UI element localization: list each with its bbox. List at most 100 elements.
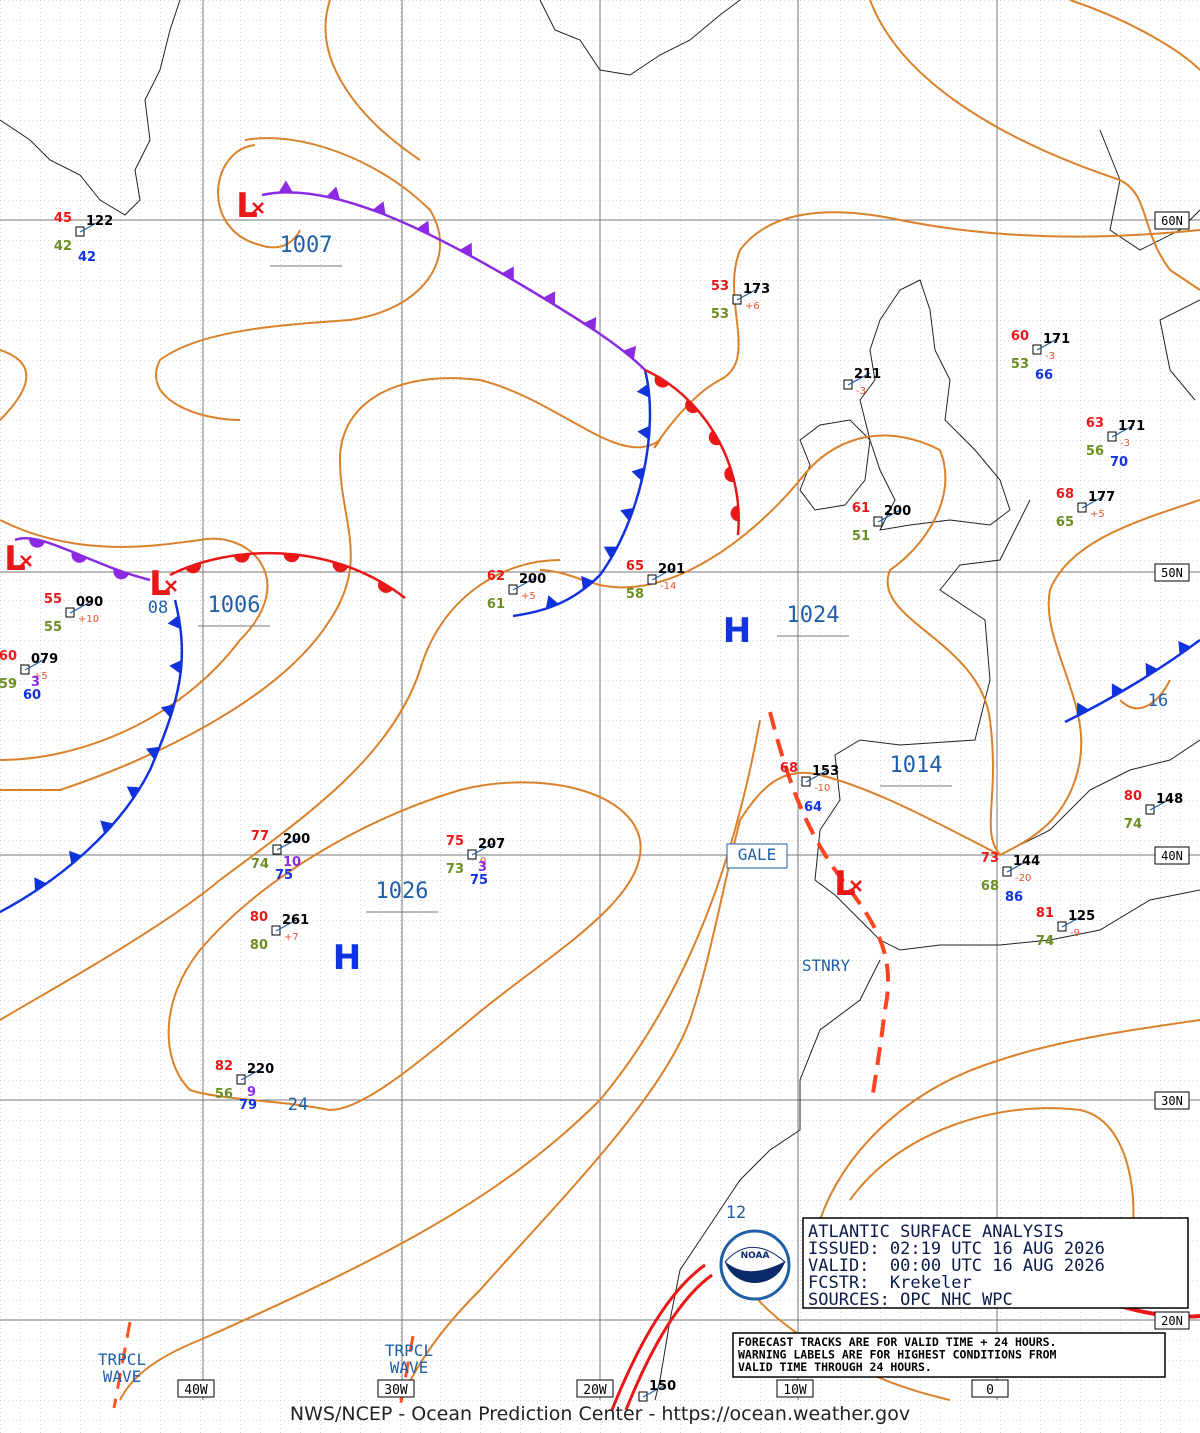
- note-line: FORECAST TRACKS ARE FOR VALID TIME + 24 …: [738, 1335, 1057, 1349]
- warm-front-bump: [724, 466, 735, 483]
- cold-front-barb: [623, 345, 637, 360]
- wind-barb: [1006, 859, 1030, 873]
- station-temp: 75: [446, 834, 464, 849]
- front-line: [261, 191, 646, 371]
- station-extra: 60: [23, 688, 41, 703]
- warm-front-bump: [71, 551, 87, 563]
- cold-front-barb: [34, 877, 47, 892]
- station-pressure: 220: [247, 1062, 274, 1077]
- station-dewpoint: 80: [250, 938, 268, 953]
- wind-barb: [240, 1067, 264, 1081]
- warm-front-bump: [233, 553, 250, 563]
- station-pressure: 207: [478, 837, 505, 852]
- wind-barb: [275, 918, 299, 932]
- wind-barb: [736, 287, 760, 301]
- station-dewpoint: 65: [1056, 515, 1074, 530]
- station-dewpoint: 74: [1124, 817, 1142, 832]
- station-tendency: -20: [1015, 873, 1031, 884]
- station-pressure: 148: [1156, 792, 1183, 807]
- station-extra: 3: [31, 675, 40, 690]
- warm-front-bump: [332, 561, 349, 573]
- station-temp: 68: [1056, 487, 1074, 502]
- cold-front-barb: [501, 266, 514, 281]
- station-tendency: -3: [1045, 351, 1055, 362]
- station-temp: 65: [626, 559, 644, 574]
- station-extra: 10: [283, 855, 301, 870]
- station-temp: 82: [215, 1059, 233, 1074]
- front-line: [512, 369, 652, 618]
- low-center: L: [236, 186, 258, 226]
- station-pressure: 200: [519, 572, 546, 587]
- wind-barb: [805, 769, 829, 783]
- station-tendency: +5: [1090, 509, 1105, 520]
- station-extra: 66: [1035, 368, 1053, 383]
- station-temp: 60: [1011, 329, 1029, 344]
- station-tendency: -3: [1120, 438, 1130, 449]
- cold-front-barb: [581, 575, 595, 590]
- isobar-label: 08: [148, 598, 168, 618]
- low-center: L: [834, 864, 856, 904]
- trough: [768, 711, 890, 1101]
- station-dewpoint: 51: [852, 529, 870, 544]
- footer: NWS/NCEP - Ocean Prediction Center - htt…: [290, 1403, 910, 1425]
- header-line: ISSUED: 02:19 UTC 16 AUG 2026: [808, 1239, 1105, 1259]
- wind-barb: [276, 837, 300, 851]
- wind-barb: [79, 219, 103, 233]
- cold-front-barb: [1111, 683, 1124, 698]
- station-dewpoint: 73: [446, 862, 464, 877]
- station-pressure: 200: [884, 504, 911, 519]
- cold-front-barb: [169, 659, 182, 674]
- cold-front-barb: [620, 507, 634, 521]
- lat-label: 50N: [1161, 566, 1183, 580]
- station-extra: 9: [247, 1085, 256, 1100]
- wind-barb: [1061, 914, 1085, 928]
- station-tendency: +10: [78, 614, 99, 625]
- station-pressure: 144: [1013, 854, 1040, 869]
- warm-front-bump: [283, 553, 300, 563]
- station-temp: 81: [1036, 906, 1054, 921]
- warm-front-bump: [730, 505, 739, 522]
- station-tendency: +5: [521, 591, 536, 602]
- header-line: VALID: 00:00 UTC 16 AUG 2026: [808, 1256, 1105, 1276]
- station-extra: 75: [470, 873, 488, 888]
- station-dewpoint: 56: [1086, 444, 1104, 459]
- station-dewpoint: 68: [981, 879, 999, 894]
- cold-front-barb: [636, 383, 650, 398]
- header-line: ATLANTIC SURFACE ANALYSIS: [808, 1222, 1064, 1242]
- low-center: L: [4, 539, 26, 579]
- lat-label-box: [1154, 1091, 1190, 1110]
- cold-front-barb: [68, 850, 83, 865]
- station-temp: 80: [250, 910, 268, 925]
- warm-front-bump: [113, 568, 129, 580]
- station-temp: 77: [251, 829, 269, 844]
- center-x: [850, 880, 862, 892]
- note-line: VALID TIME THROUGH 24 HOURS.: [738, 1360, 932, 1374]
- wind-barb: [1149, 797, 1173, 811]
- cold-front-barb: [126, 786, 141, 800]
- station-pressure: 090: [76, 595, 103, 610]
- station-dewpoint: 42: [54, 239, 72, 254]
- station-tendency: +7: [284, 932, 299, 943]
- station-dewpoint: 59: [0, 677, 17, 692]
- station-pressure: 171: [1043, 332, 1070, 347]
- station-dewpoint: 58: [626, 587, 644, 602]
- wind-barb: [69, 600, 93, 614]
- station-extra: 86: [1005, 890, 1023, 905]
- cold-front-barb: [326, 186, 341, 200]
- warm-front-bump: [654, 375, 670, 388]
- feature-label-line: TRPCL: [385, 1341, 433, 1360]
- wind-barb: [1111, 424, 1135, 438]
- station-pressure: 173: [743, 282, 770, 297]
- lon-label-box: [776, 1379, 814, 1398]
- feature-label: TRPCL WAVE: [385, 1341, 433, 1377]
- lon-label: 40W: [184, 1383, 208, 1398]
- major-grid: [0, 0, 1200, 1400]
- header-line: SOURCES: OPC NHC WPC: [808, 1290, 1013, 1310]
- center-x: [165, 580, 177, 592]
- lon-label: 20W: [583, 1383, 607, 1398]
- header-line: FCSTR: Krekeler: [808, 1273, 972, 1293]
- cold-front-barb: [372, 201, 386, 216]
- wind-barb: [651, 567, 675, 581]
- feature-label: STNRY: [802, 956, 851, 975]
